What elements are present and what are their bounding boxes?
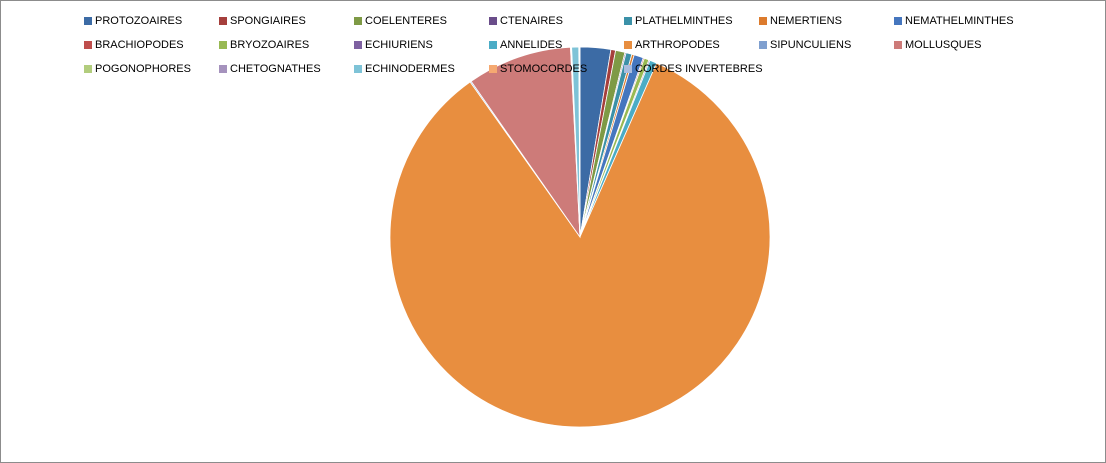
- legend-swatch: [84, 65, 92, 73]
- pie-slice: [470, 46, 581, 239]
- legend-label: ARTHROPODES: [635, 39, 720, 51]
- legend-item: COELENTERES: [354, 13, 447, 29]
- legend-item: NEMERTIENS: [759, 13, 842, 29]
- legend-swatch: [624, 65, 632, 73]
- legend-item: NEMATHELMINTHES: [894, 13, 1014, 29]
- legend-label: MOLLUSQUES: [905, 39, 982, 51]
- legend-label: CTENAIRES: [500, 15, 563, 27]
- legend-item: ARTHROPODES: [624, 37, 720, 53]
- legend-swatch: [759, 41, 767, 49]
- legend-swatch: [84, 41, 92, 49]
- legend-label: SPONGIAIRES: [230, 15, 306, 27]
- legend-swatch: [84, 17, 92, 25]
- legend-swatch: [354, 65, 362, 73]
- legend-swatch: [759, 17, 767, 25]
- legend-swatch: [354, 17, 362, 25]
- legend-swatch: [489, 41, 497, 49]
- legend-label: ANNELIDES: [500, 39, 563, 51]
- legend-swatch: [489, 65, 497, 73]
- legend-swatch: [894, 41, 902, 49]
- legend-label: CHETOGNATHES: [230, 63, 321, 75]
- legend-item: PROTOZOAIRES: [84, 13, 182, 29]
- legend-item: BRYOZOAIRES: [219, 37, 309, 53]
- legend-item: SIPUNCULIENS: [759, 37, 851, 53]
- chart-legend: PROTOZOAIRES SPONGIAIRES COELENTERES CTENAI…: [0, 0, 1106, 90]
- legend-label: ECHINODERMES: [365, 63, 455, 75]
- legend-item: ECHINODERMES: [354, 61, 455, 77]
- legend-label: NEMATHELMINTHES: [905, 15, 1014, 27]
- legend-swatch: [894, 17, 902, 25]
- legend-swatch: [624, 41, 632, 49]
- legend-label: BRYOZOAIRES: [230, 39, 310, 51]
- legend-label: SIPUNCULIENS: [770, 39, 852, 51]
- legend-item: PLATHELMINTHES: [624, 13, 733, 29]
- legend-item: ANNELIDES: [489, 37, 562, 53]
- pie-slices: [389, 46, 771, 428]
- legend-item: CTENAIRES: [489, 13, 563, 29]
- legend-swatch: [219, 65, 227, 73]
- legend-label: STOMOCORDES: [500, 63, 588, 75]
- legend-item: POGONOPHORES: [84, 61, 191, 77]
- legend-label: POGONOPHORES: [95, 63, 191, 75]
- legend-swatch: [354, 41, 362, 49]
- legend-label: BRACHIOPODES: [95, 39, 184, 51]
- legend-item: ECHIURIENS: [354, 37, 433, 53]
- legend-swatch: [489, 17, 497, 25]
- legend-label: COELENTERES: [365, 15, 447, 27]
- legend-item: CORDES INVERTEBRES: [624, 61, 763, 77]
- legend-item: BRACHIOPODES: [84, 37, 184, 53]
- legend-item: SPONGIAIRES: [219, 13, 306, 29]
- legend-label: PLATHELMINTHES: [635, 15, 733, 27]
- legend-label: NEMERTIENS: [770, 15, 842, 27]
- legend-item: CHETOGNATHES: [219, 61, 321, 77]
- legend-label: ECHIURIENS: [365, 39, 433, 51]
- legend-item: STOMOCORDES: [489, 61, 587, 77]
- pie-slice: [578, 46, 581, 238]
- legend-label: PROTOZOAIRES: [95, 15, 183, 27]
- legend-swatch: [219, 41, 227, 49]
- pie-slice: [389, 62, 771, 428]
- legend-item: MOLLUSQUES: [894, 37, 981, 53]
- legend-swatch: [624, 17, 632, 25]
- legend-label: CORDES INVERTEBRES: [635, 63, 763, 75]
- legend-swatch: [219, 17, 227, 25]
